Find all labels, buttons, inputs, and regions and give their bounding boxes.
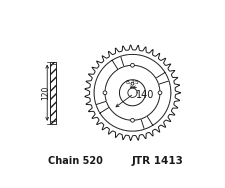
Bar [50,62,56,64]
Circle shape [130,118,134,122]
Circle shape [158,91,161,95]
Polygon shape [120,54,164,78]
Bar [50,62,56,124]
Bar [50,121,56,124]
Polygon shape [84,45,180,140]
Text: 140: 140 [135,90,154,100]
Polygon shape [99,107,144,131]
Text: JTR 1413: JTR 1413 [131,156,183,166]
Text: 8.25: 8.25 [125,80,139,85]
Bar [50,121,56,124]
Text: 120: 120 [41,86,50,100]
Bar [50,62,56,124]
Circle shape [103,91,106,95]
Circle shape [130,82,133,85]
Circle shape [130,63,134,67]
Bar [50,62,56,64]
Polygon shape [94,60,117,105]
Text: Chain 520: Chain 520 [47,156,102,166]
Polygon shape [146,81,170,125]
